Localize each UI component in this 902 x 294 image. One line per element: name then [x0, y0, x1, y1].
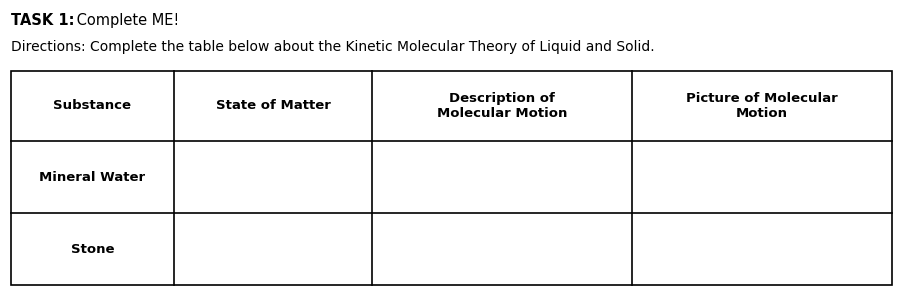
- Text: Stone: Stone: [70, 243, 114, 256]
- Text: Complete ME!: Complete ME!: [72, 13, 179, 28]
- Text: Substance: Substance: [53, 99, 131, 113]
- Text: Description of
Molecular Motion: Description of Molecular Motion: [437, 92, 566, 120]
- Text: Mineral Water: Mineral Water: [40, 171, 145, 184]
- Text: Picture of Molecular
Motion: Picture of Molecular Motion: [686, 92, 837, 120]
- Text: TASK 1:: TASK 1:: [11, 13, 74, 28]
- Text: State of Matter: State of Matter: [216, 99, 330, 113]
- Text: Directions: Complete the table below about the Kinetic Molecular Theory of Liqui: Directions: Complete the table below abo…: [11, 40, 654, 54]
- Bar: [11, 71, 891, 285]
